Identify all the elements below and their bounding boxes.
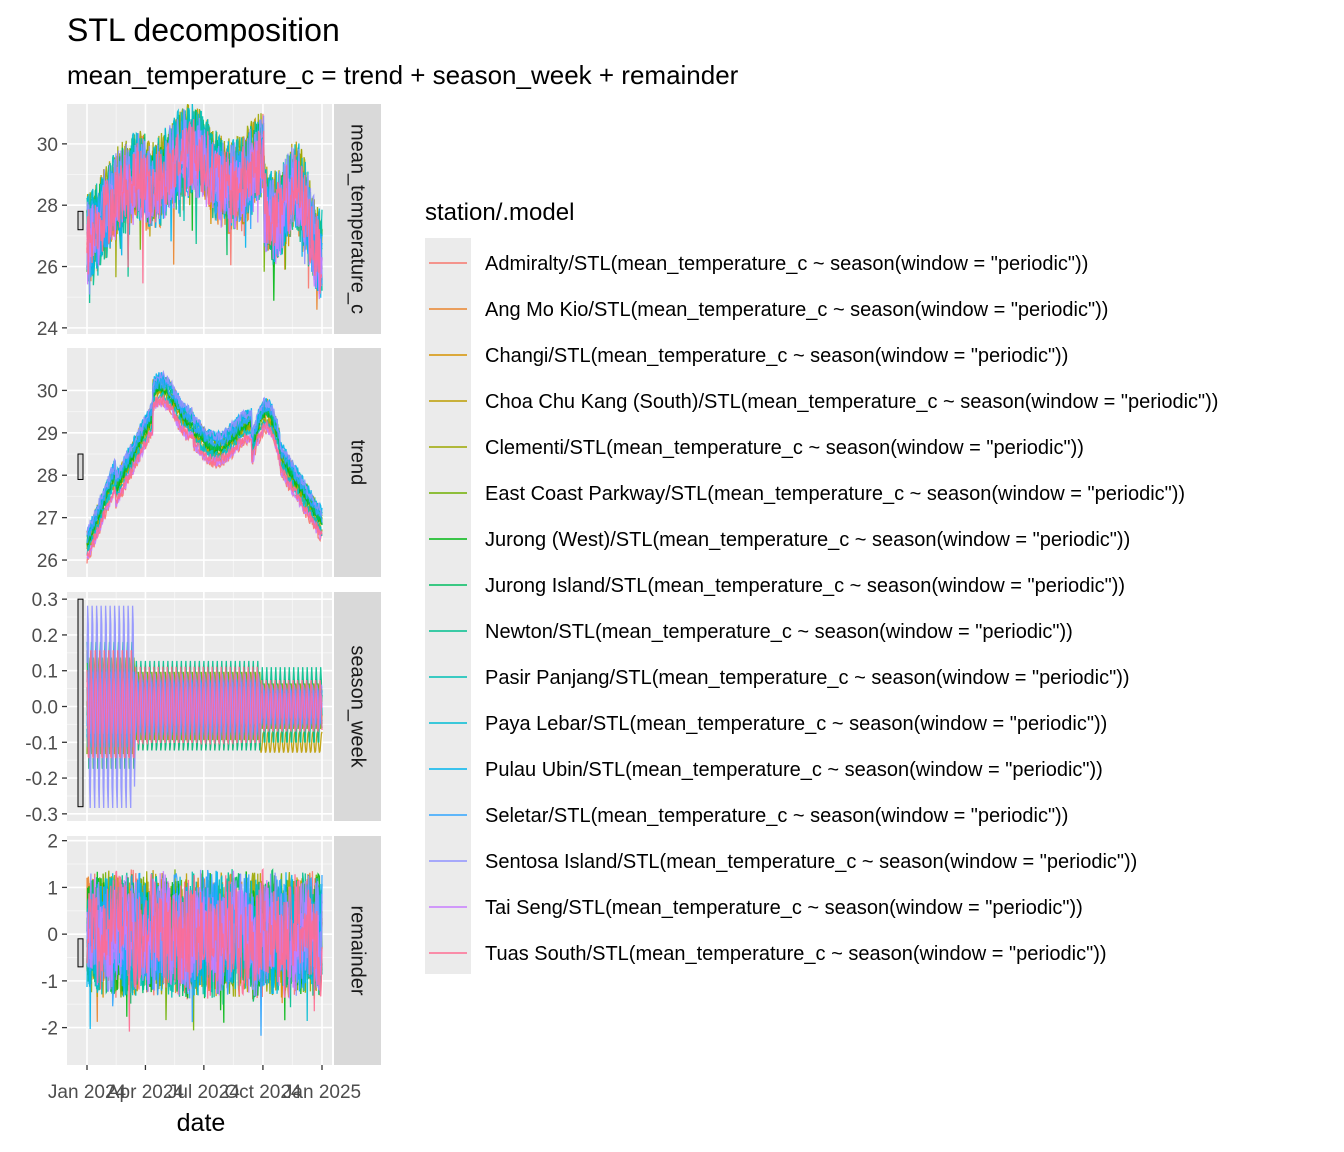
legend-entry: Choa Chu Kang (South)/STL(mean_temperatu… [485,391,1218,413]
y-tick-label: 30 [37,135,58,156]
series-line-13 [86,369,323,536]
legend-entry: Tai Seng/STL(mean_temperature_c ~ season… [485,897,1083,919]
y-tick-label: -2 [41,1019,58,1040]
y-tick-label: 26 [37,258,58,279]
y-tick-label: -0.1 [25,733,58,754]
panel-season-week: -0.3 -0.2 -0.1 0.0 0.1 0.2 0.3 season_week [25,590,381,826]
y-tick-label: 27 [37,509,58,530]
facet-strip [334,348,381,577]
legend-entry: Jurong Island/STL(mean_temperature_c ~ s… [485,575,1125,597]
y-tick-label: 0.3 [32,590,58,611]
y-tick-label: 26 [37,551,58,572]
y-tick-label: 28 [37,466,58,487]
y-tick-label: 0.1 [32,662,58,683]
legend-entry: Seletar/STL(mean_temperature_c ~ season(… [485,805,1068,827]
y-tick-label: 0 [47,925,58,946]
facet-strip [334,104,381,334]
series-line-15 [86,393,323,557]
panel-remainder: -2 -1 0 1 2 remainder [41,832,381,1065]
x-tick-label: Jul 2024 [168,1082,240,1103]
facet-strip-label: mean_temperature_c [347,124,369,314]
facet-strip-label: season_week [347,645,369,768]
y-tick-label: 0.0 [32,698,58,719]
facet-strip-label: trend [347,440,369,486]
chart-title: STL decomposition [67,12,340,48]
scale-bar [77,210,84,231]
facet-strip [334,592,381,821]
y-tick-label: 0.2 [32,626,58,647]
legend-entry: East Coast Parkway/STL(mean_temperature_… [485,483,1185,505]
facet-strip-label: remainder [347,905,369,995]
legend-entry: Changi/STL(mean_temperature_c ~ season(w… [485,345,1068,367]
scale-bar [77,598,84,808]
legend: station/.model Admiralty/STL(mean_temper… [425,199,1218,974]
legend-entry: Newton/STL(mean_temperature_c ~ season(w… [485,621,1073,643]
y-tick-label: 29 [37,424,58,445]
x-tick-label: Jan 2025 [283,1082,361,1103]
y-tick-label: 2 [47,832,58,853]
facet-strip [334,836,381,1065]
legend-title: station/.model [425,199,574,226]
legend-entry: Pasir Panjang/STL(mean_temperature_c ~ s… [485,667,1130,689]
panel-mean-temperature-c: 24 26 28 30 mean_temperature_c [37,104,381,340]
x-axis-label: date [177,1109,226,1137]
y-tick-label: 24 [37,319,59,340]
scale-bar [77,938,84,968]
series-line-15 [86,119,323,294]
series-line-14 [86,124,323,300]
x-tick-label: Apr 2024 [107,1082,185,1103]
legend-key-background [425,238,471,974]
legend-entry: Jurong (West)/STL(mean_temperature_c ~ s… [485,529,1130,551]
facet-panels: 24 26 28 30 mean_temperature_c 26 27 28 29 30 tren… [25,104,381,1065]
y-tick-label: -0.3 [25,805,58,826]
legend-entry: Admiralty/STL(mean_temperature_c ~ seaso… [485,253,1088,275]
series-line-15 [86,868,323,1032]
legend-entry: Tuas South/STL(mean_temperature_c ~ seas… [485,943,1107,965]
y-tick-label: -1 [41,972,58,993]
legend-entry: Sentosa Island/STL(mean_temperature_c ~ … [485,851,1137,873]
y-tick-label: -0.2 [25,769,58,790]
x-tick-label: Jan 2024 [48,1082,127,1103]
y-tick-label: 1 [47,878,58,899]
legend-entry: Pulau Ubin/STL(mean_temperature_c ~ seas… [485,759,1103,781]
x-tick-label: Oct 2024 [224,1082,302,1103]
panel-trend: 26 27 28 29 30 trend [37,348,381,577]
chart-subtitle: mean_temperature_c = trend + season_week… [67,60,739,90]
legend-entry: Paya Lebar/STL(mean_temperature_c ~ seas… [485,713,1107,735]
y-tick-label: 30 [37,381,58,402]
scale-bar [77,453,84,480]
legend-entry: Ang Mo Kio/STL(mean_temperature_c ~ seas… [485,299,1108,321]
y-tick-label: 28 [37,196,58,217]
legend-entry: Clementi/STL(mean_temperature_c ~ season… [485,437,1084,459]
series-line-15 [86,650,323,759]
